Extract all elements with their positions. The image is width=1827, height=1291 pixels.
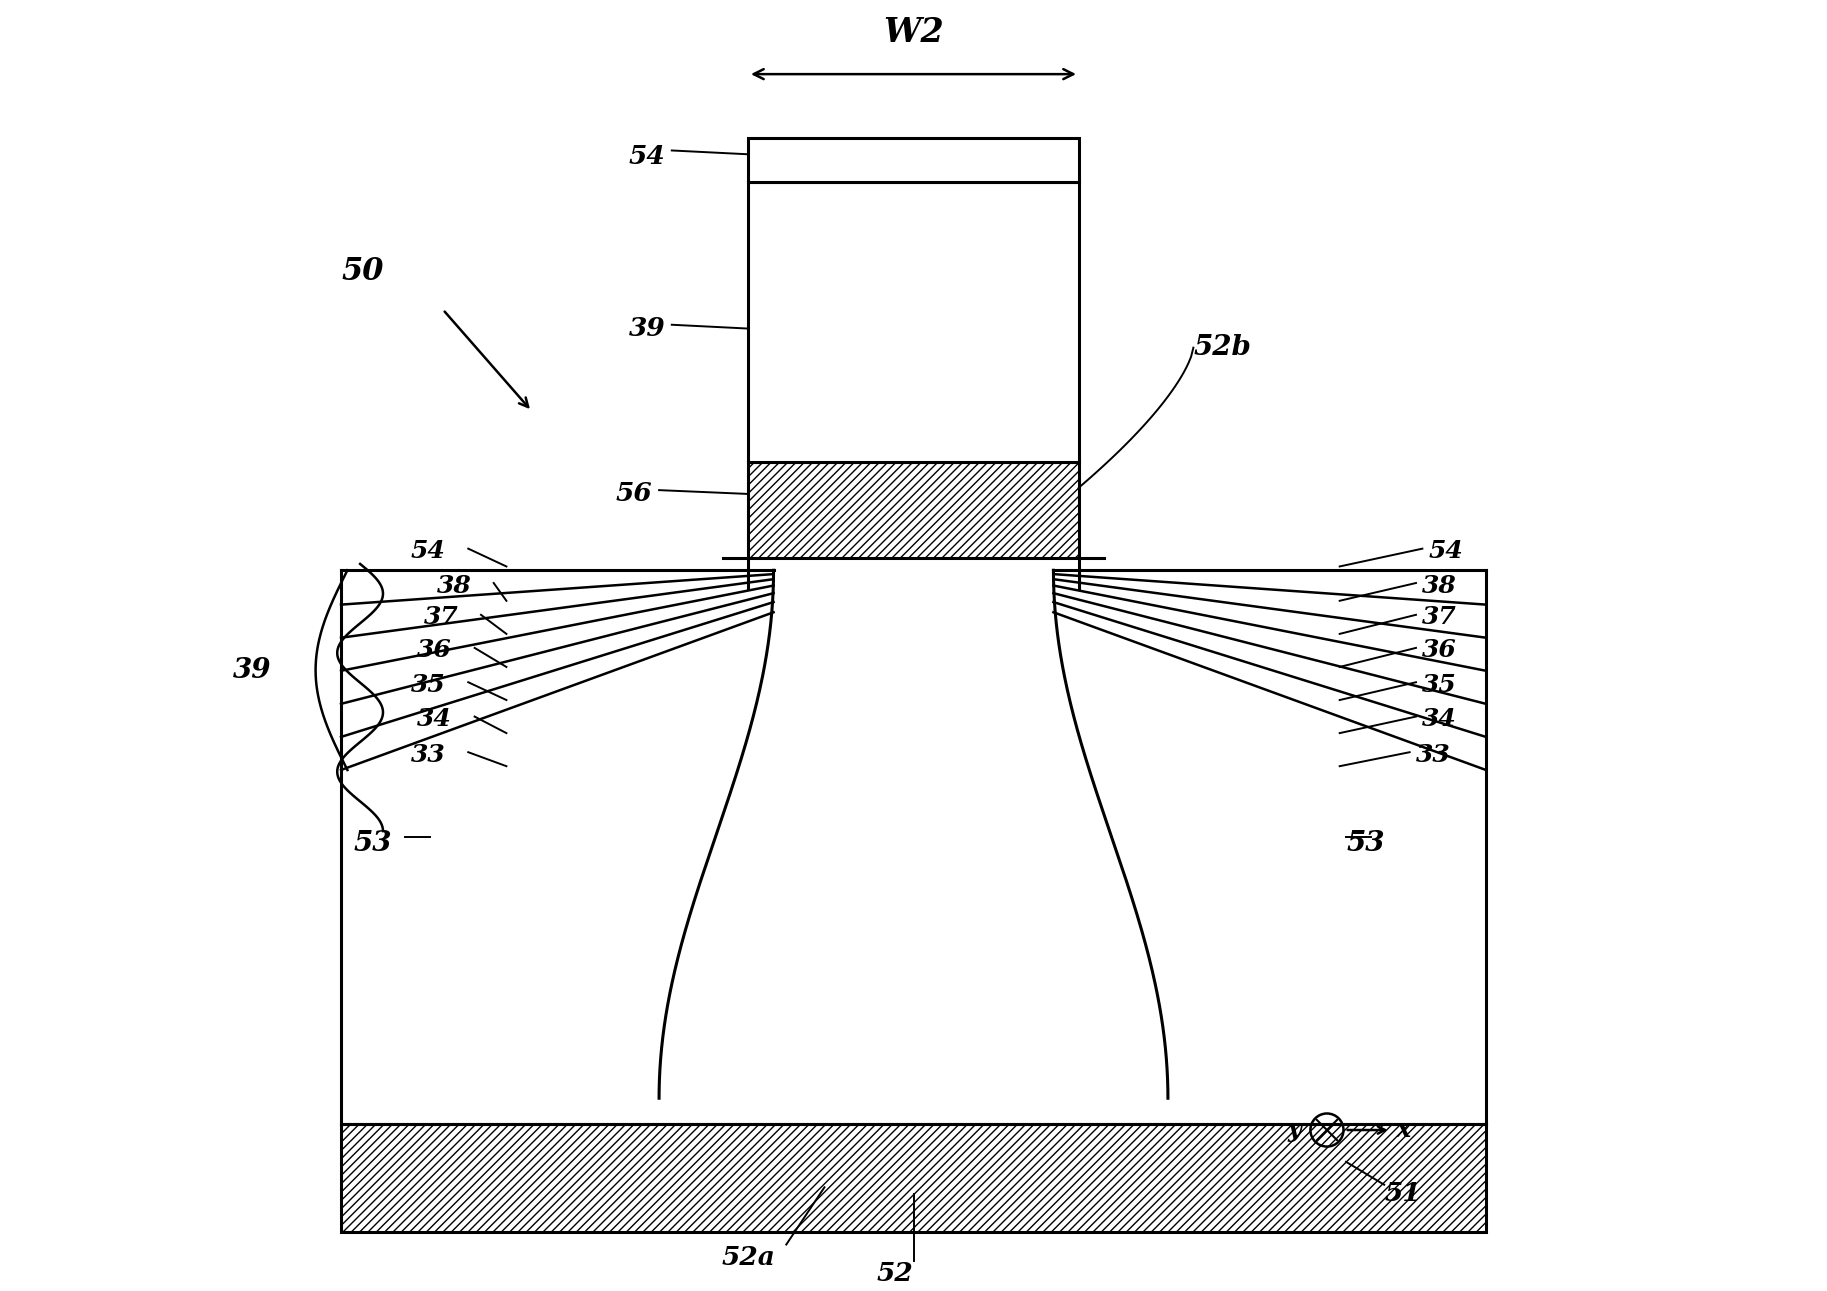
Text: 52: 52 [875,1261,914,1286]
Text: W2: W2 [882,15,945,49]
Bar [747,182,1080,462]
Text: 38: 38 [1423,573,1458,598]
Bar [747,138,1080,182]
Text: 38: 38 [437,573,471,598]
Text: 33: 33 [411,742,446,767]
Text: 54: 54 [411,540,446,563]
Text: 54: 54 [628,145,665,169]
Text: y: y [1288,1118,1301,1143]
Text: 36: 36 [1423,639,1458,662]
Text: 35: 35 [411,673,446,697]
Bar [747,462,1080,558]
Bar [342,1123,1485,1232]
Text: 50: 50 [342,256,384,287]
Text: 53: 53 [354,830,393,857]
Text: 33: 33 [1416,742,1451,767]
Text: 36: 36 [417,639,451,662]
Text: 35: 35 [1423,673,1458,697]
Text: 39: 39 [628,316,665,341]
Text: 39: 39 [232,657,270,684]
Text: 56: 56 [616,482,652,506]
Text: 53: 53 [1346,830,1385,857]
Text: 37: 37 [1423,605,1458,629]
Text: 34: 34 [1423,707,1458,731]
Text: 37: 37 [424,605,459,629]
Text: 54: 54 [1429,540,1463,563]
Text: 52b: 52b [1193,334,1251,361]
Text: 51: 51 [1385,1181,1421,1206]
Text: x: x [1398,1118,1410,1143]
Text: 34: 34 [417,707,451,731]
Text: 52a: 52a [722,1245,775,1270]
